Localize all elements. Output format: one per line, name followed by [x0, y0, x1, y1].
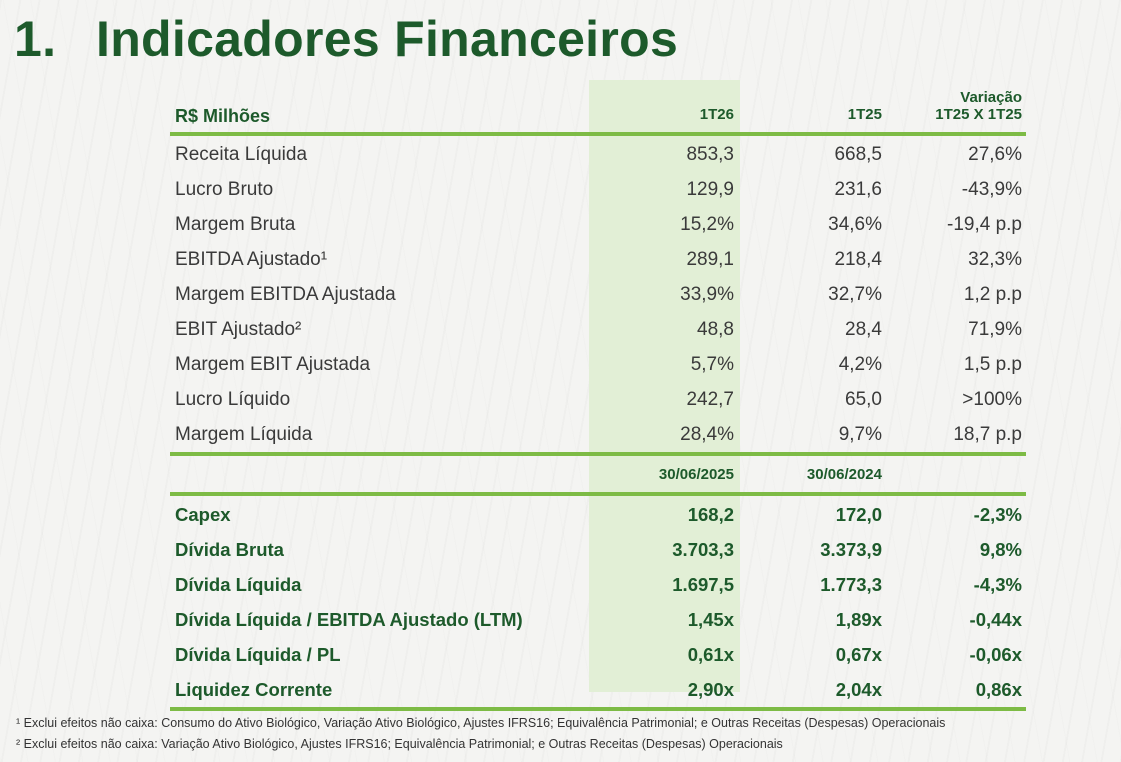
row-label: EBIT Ajustado² [175, 318, 302, 340]
row-label: Dívida Líquida / EBITDA Ajustado (LTM) [175, 608, 523, 630]
page-title: 1. Indicadores Financeiros [14, 10, 678, 68]
table-row: Lucro Líquido 242,7 65,0 >100% [170, 382, 1026, 417]
row-value-current: 3.703,3 [672, 538, 734, 560]
table-row: Margem EBIT Ajustada 5,7% 4,2% 1,5 p.p [170, 347, 1026, 382]
row-value-1t26: 5,7% [690, 353, 734, 375]
row-value-1t26: 48,8 [697, 318, 734, 340]
row-value-1t26: 15,2% [680, 213, 734, 235]
row-variation: 18,7 p.p [953, 423, 1022, 445]
row-value-1t25: 668,5 [834, 143, 882, 165]
header-unit-label: R$ Milhões [175, 106, 271, 126]
table-row: Lucro Bruto 129,9 231,6 -43,9% [170, 172, 1026, 207]
header-col-1t26: 1T26 [699, 106, 734, 123]
row-label: Dívida Líquida [175, 573, 302, 595]
table-row: Capex 168,2 172,0 -2,3% [170, 497, 1026, 532]
row-value-previous: 3.373,9 [820, 538, 882, 560]
row-variation: 0,86x [975, 678, 1022, 700]
row-value-1t25: 231,6 [834, 178, 882, 200]
row-value-1t25: 32,7% [828, 283, 882, 305]
row-variation: >100% [962, 388, 1022, 410]
row-variation: -4,3% [973, 573, 1022, 595]
row-label: Capex [175, 503, 231, 525]
row-variation: -19,4 p.p [947, 213, 1022, 235]
row-label: Receita Líquida [175, 143, 308, 165]
table-row: Margem EBITDA Ajustada 33,9% 32,7% 1,2 p… [170, 277, 1026, 312]
row-value-current: 2,90x [687, 678, 734, 700]
footnote-1: ¹ Exclui efeitos não caixa: Consumo do A… [16, 716, 946, 730]
row-variation: 9,8% [979, 538, 1022, 560]
row-variation: 32,3% [968, 248, 1022, 270]
section2-header-row: 30/06/2025 30/06/2024 [170, 456, 1026, 492]
row-label: Margem EBITDA Ajustada [175, 283, 396, 305]
row-value-current: 1.697,5 [672, 573, 734, 595]
row-value-1t26: 853,3 [686, 143, 734, 165]
footnote-2: ² Exclui efeitos não caixa: Variação Ati… [16, 737, 783, 751]
table-row: Receita Líquida 853,3 668,5 27,6% [170, 137, 1026, 172]
row-value-1t26: 242,7 [686, 388, 734, 410]
header-date-previous: 30/06/2024 [806, 465, 882, 483]
row-label: Margem EBIT Ajustada [175, 353, 371, 375]
table-row: Liquidez Corrente 2,90x 2,04x 0,86x [170, 672, 1026, 707]
row-label: Lucro Bruto [175, 178, 274, 200]
row-label: EBITDA Ajustado¹ [175, 248, 328, 270]
table-row: EBIT Ajustado² 48,8 28,4 71,9% [170, 312, 1026, 347]
row-value-1t26: 129,9 [686, 178, 734, 200]
row-value-1t26: 289,1 [686, 248, 734, 270]
table-row: Margem Líquida 28,4% 9,7% 18,7 p.p [170, 417, 1026, 452]
header-row-top: Variação [170, 80, 1026, 106]
header-col-variation: 1T25 X 1T25 [935, 106, 1022, 123]
row-value-previous: 1.773,3 [820, 573, 882, 595]
header-variation-label: Variação [960, 89, 1022, 106]
row-variation: 1,2 p.p [963, 283, 1022, 305]
row-value-previous: 0,67x [835, 643, 882, 665]
row-label: Dívida Líquida / PL [175, 643, 341, 665]
row-variation: -2,3% [973, 503, 1022, 525]
table-bottom-rule [170, 707, 1026, 711]
section-rule-top [170, 452, 1026, 456]
row-label: Margem Líquida [175, 423, 313, 445]
table-row: Dívida Líquida / PL 0,61x 0,67x -0,06x [170, 637, 1026, 672]
section-number: 1. [14, 11, 57, 67]
row-value-previous: 2,04x [835, 678, 882, 700]
table-row: Dívida Bruta 3.703,3 3.373,9 9,8% [170, 532, 1026, 567]
table-row: Dívida Líquida / EBITDA Ajustado (LTM) 1… [170, 602, 1026, 637]
row-value-current: 168,2 [687, 503, 734, 525]
table-row: Dívida Líquida 1.697,5 1.773,3 -4,3% [170, 567, 1026, 602]
row-variation: 27,6% [968, 143, 1022, 165]
row-value-1t26: 33,9% [680, 283, 734, 305]
row-value-previous: 172,0 [835, 503, 882, 525]
row-label: Liquidez Corrente [175, 678, 333, 700]
row-value-current: 0,61x [687, 643, 734, 665]
financial-indicators-table: Variação R$ Milhões 1T26 1T25 1T25 X 1T2… [170, 80, 1026, 711]
header-rule [170, 132, 1026, 136]
table-row: EBITDA Ajustado¹ 289,1 218,4 32,3% [170, 242, 1026, 277]
header-date-current: 30/06/2025 [658, 465, 734, 483]
section-rule-bottom [170, 492, 1026, 496]
row-value-1t25: 28,4 [845, 318, 882, 340]
row-value-1t26: 28,4% [680, 423, 734, 445]
row-variation: -0,06x [969, 643, 1022, 665]
row-variation: 1,5 p.p [963, 353, 1022, 375]
row-value-current: 1,45x [687, 608, 734, 630]
row-label: Dívida Bruta [175, 538, 284, 560]
section-title: Indicadores Financeiros [96, 11, 679, 67]
row-label: Lucro Líquido [175, 388, 291, 410]
row-value-1t25: 65,0 [845, 388, 882, 410]
row-variation: 71,9% [968, 318, 1022, 340]
highlight-column-1t26 [589, 80, 740, 692]
header-col-1t25: 1T25 [847, 106, 882, 123]
row-label: Margem Bruta [175, 213, 296, 235]
row-value-1t25: 34,6% [828, 213, 882, 235]
row-variation: -43,9% [961, 178, 1022, 200]
header-row: R$ Milhões 1T26 1T25 1T25 X 1T25 [170, 106, 1026, 132]
table-row: Margem Bruta 15,2% 34,6% -19,4 p.p [170, 207, 1026, 242]
row-value-previous: 1,89x [835, 608, 882, 630]
row-value-1t25: 9,7% [838, 423, 882, 445]
row-value-1t25: 4,2% [838, 353, 882, 375]
row-value-1t25: 218,4 [834, 248, 882, 270]
row-variation: -0,44x [969, 608, 1022, 630]
